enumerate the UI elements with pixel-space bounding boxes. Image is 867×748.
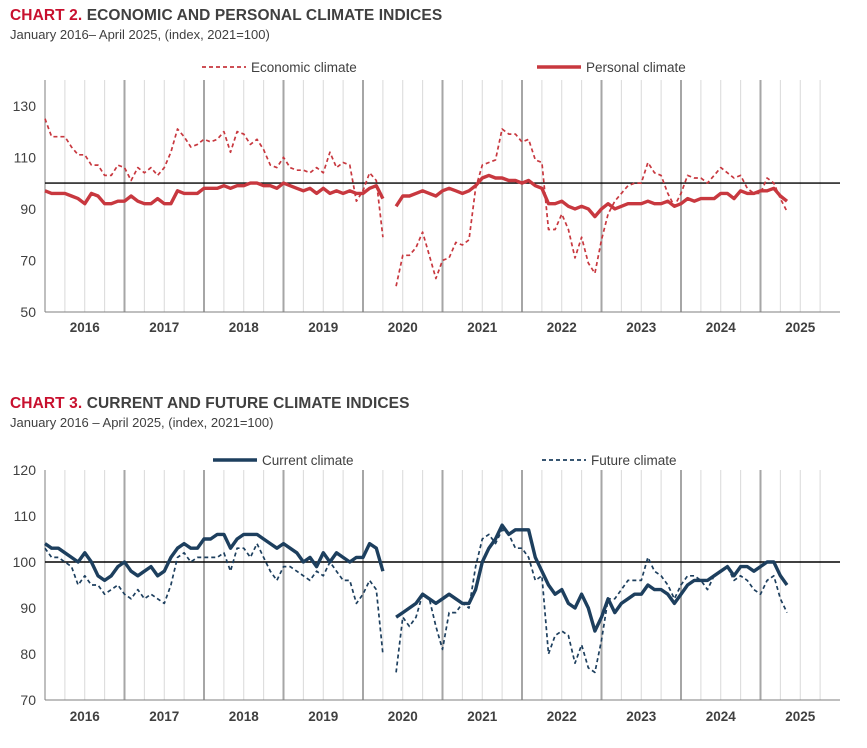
x-tick-label: 2022 <box>547 320 577 335</box>
y-tick-label: 90 <box>20 201 36 217</box>
chart-2-plot: 50 70 90 110 130 2016 2017 2018 2019 2020 2021 2022… <box>13 60 840 335</box>
chart-subtitle: January 2016– April 2025, (index, 2021=1… <box>10 27 270 42</box>
chart-title-number: CHART 2. <box>10 7 83 24</box>
chart-title-text: ECONOMIC AND PERSONAL CLIMATE INDICES <box>82 7 443 24</box>
legend-label: Economic climate <box>251 60 357 75</box>
x-tick-label: 2021 <box>467 320 498 335</box>
y-tick-label: 90 <box>20 600 36 616</box>
y-tick-label: 110 <box>14 508 37 524</box>
chart-title-number: CHART 3. <box>10 395 83 412</box>
x-tick-label: 2025 <box>785 709 816 724</box>
x-tick-label: 2022 <box>547 709 577 724</box>
y-tick-label: 70 <box>20 692 36 708</box>
chart-title: CHART 2. ECONOMIC AND PERSONAL CLIMATE I… <box>10 7 442 25</box>
x-tick-label: 2019 <box>308 320 338 335</box>
x-tick-label: 2016 <box>70 320 101 335</box>
chart-title: CHART 3. CURRENT AND FUTURE CLIMATE INDI… <box>10 395 410 413</box>
chart-subtitle: January 2016 – April 2025, (index, 2021=… <box>10 415 274 430</box>
series-line-economic-climate <box>44 118 788 287</box>
x-tick-label: 2017 <box>149 320 179 335</box>
x-tick-label: 2016 <box>70 709 101 724</box>
x-tick-label: 2018 <box>229 320 260 335</box>
x-tick-label: 2020 <box>388 320 418 335</box>
legend-label: Future climate <box>591 453 677 468</box>
x-tick-label: 2018 <box>229 709 260 724</box>
x-tick-label: 2021 <box>467 709 498 724</box>
legend-label: Current climate <box>262 453 354 468</box>
x-tick-label: 2020 <box>388 709 418 724</box>
x-tick-label: 2019 <box>308 709 338 724</box>
y-tick-label: 100 <box>13 554 37 570</box>
x-tick-label: 2023 <box>626 320 657 335</box>
x-tick-label: 2023 <box>626 709 657 724</box>
chart-title-text: CURRENT AND FUTURE CLIMATE INDICES <box>82 395 410 412</box>
chart-2: CHART 2. ECONOMIC AND PERSONAL CLIMATE I… <box>10 7 840 335</box>
series-line-future-climate <box>44 528 788 674</box>
y-tick-label: 120 <box>13 462 37 478</box>
y-tick-label: 70 <box>20 252 36 268</box>
x-tick-label: 2025 <box>785 320 816 335</box>
series-line-personal-climate <box>44 173 789 219</box>
x-tick-label: 2024 <box>706 709 737 724</box>
chart-3: CHART 3. CURRENT AND FUTURE CLIMATE INDI… <box>0 388 867 748</box>
y-tick-label: 110 <box>14 149 37 165</box>
chart-3-plot: 70 80 90 100 110 120 2016 2017 2018 2019 2020 2021 2… <box>13 453 840 724</box>
series-line-current-climate <box>44 523 789 633</box>
legend-label: Personal climate <box>586 60 686 75</box>
y-tick-label: 50 <box>20 304 36 320</box>
x-tick-label: 2017 <box>149 709 179 724</box>
y-tick-label: 130 <box>13 98 37 114</box>
x-tick-label: 2024 <box>706 320 737 335</box>
y-tick-label: 80 <box>20 646 36 662</box>
